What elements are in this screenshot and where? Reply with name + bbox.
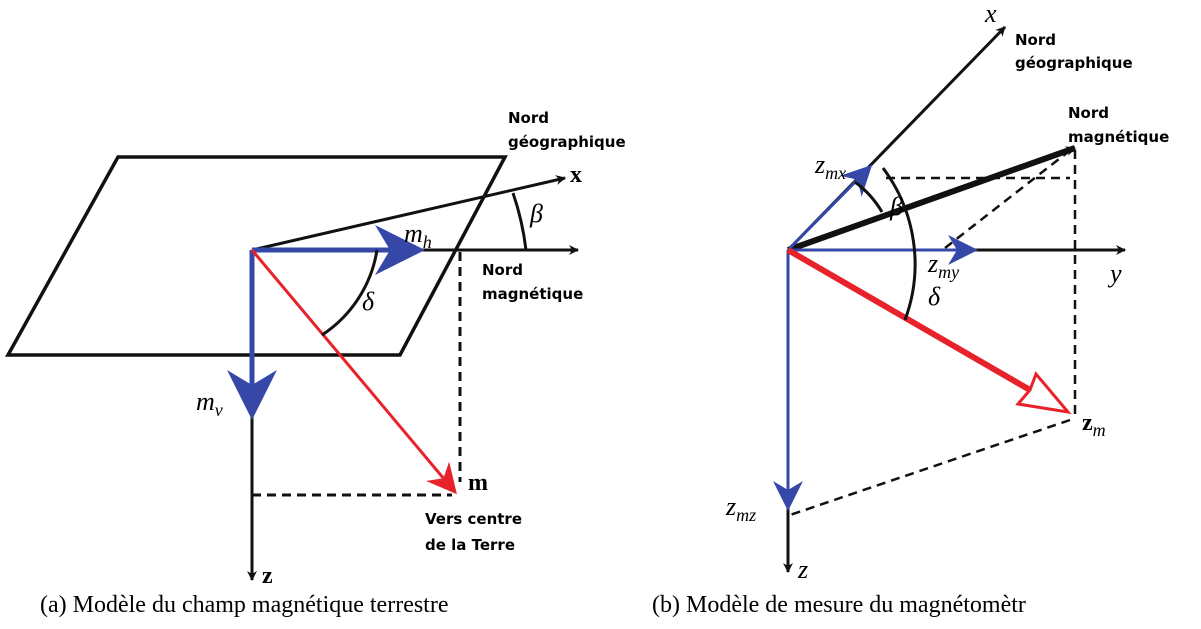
- dashed-line: [789, 418, 1071, 517]
- north-geo-label: Nord géographique: [1015, 31, 1133, 72]
- zmz-label: zmz: [725, 492, 756, 525]
- text-part: mx: [825, 163, 846, 183]
- zm-arrowhead: [1015, 371, 1072, 415]
- mv-label: mv: [196, 387, 223, 420]
- zm-label: zm: [1082, 410, 1106, 440]
- text-part: de la Terre: [425, 536, 515, 554]
- right-diagram: x Nord géographique Nord magnétique zmx β …: [652, 0, 1169, 618]
- z-label: z: [797, 555, 808, 584]
- plane: [5, 155, 508, 357]
- text-part: Nord: [482, 261, 523, 279]
- zmx-label: zmx: [814, 150, 846, 183]
- text-part: Nord: [1068, 104, 1109, 122]
- text-part: magnétique: [1068, 128, 1169, 146]
- text-part: mz: [736, 505, 756, 525]
- zm-vector: [786, 247, 1032, 393]
- text-part: m: [1093, 420, 1106, 440]
- y-label: y: [1107, 259, 1122, 288]
- text-part: z: [814, 150, 825, 179]
- north-mag-label: Nord magnétique: [1068, 104, 1169, 146]
- text-part: m: [196, 387, 215, 416]
- earth-center-label: Vers centre de la Terre: [425, 510, 522, 554]
- beta-label: β: [889, 192, 903, 221]
- dashed-line: [944, 151, 1069, 249]
- text-part: Nord: [508, 109, 549, 127]
- text-part: m: [404, 219, 423, 248]
- z-label: z: [262, 563, 273, 589]
- north-mag-label: Nord magnétique: [482, 261, 583, 303]
- beta-label: β: [529, 199, 543, 228]
- text-part: z: [725, 492, 736, 521]
- delta-label: δ: [362, 287, 375, 316]
- text-part: géographique: [1015, 54, 1133, 72]
- text-part: z: [927, 249, 938, 278]
- zmy-label: zmy: [927, 249, 959, 282]
- m-vector: [250, 249, 457, 495]
- x-axis: [251, 175, 566, 252]
- text-part: géographique: [508, 133, 626, 151]
- beta-arc: [511, 192, 528, 251]
- text-part: h: [423, 232, 432, 252]
- text-part: v: [215, 400, 223, 420]
- north-mag-vector: [786, 145, 1077, 253]
- text-part: my: [938, 262, 959, 282]
- beta-arc: [854, 180, 884, 213]
- delta-label: δ: [928, 282, 941, 311]
- x-label: x: [570, 162, 582, 188]
- text-part: Nord: [1015, 31, 1056, 49]
- caption: (a) Modèle du champ magnétique terrestre: [40, 592, 449, 618]
- north-geo-label: Nord géographique: [508, 109, 626, 151]
- delta-arc: [881, 167, 917, 321]
- text-part: z: [1082, 410, 1093, 436]
- delta-arc: [321, 249, 379, 337]
- text-part: magnétique: [482, 285, 583, 303]
- m-label: m: [468, 470, 488, 496]
- caption: (b) Modèle de mesure du magnétomètr: [652, 592, 1026, 618]
- left-diagram: Nord géographique x β mh Nord magnétique δ…: [5, 109, 626, 618]
- x-label: x: [984, 0, 997, 28]
- text-part: Vers centre: [425, 510, 522, 528]
- mh-label: mh: [404, 219, 432, 252]
- zmx-vector: [786, 164, 873, 252]
